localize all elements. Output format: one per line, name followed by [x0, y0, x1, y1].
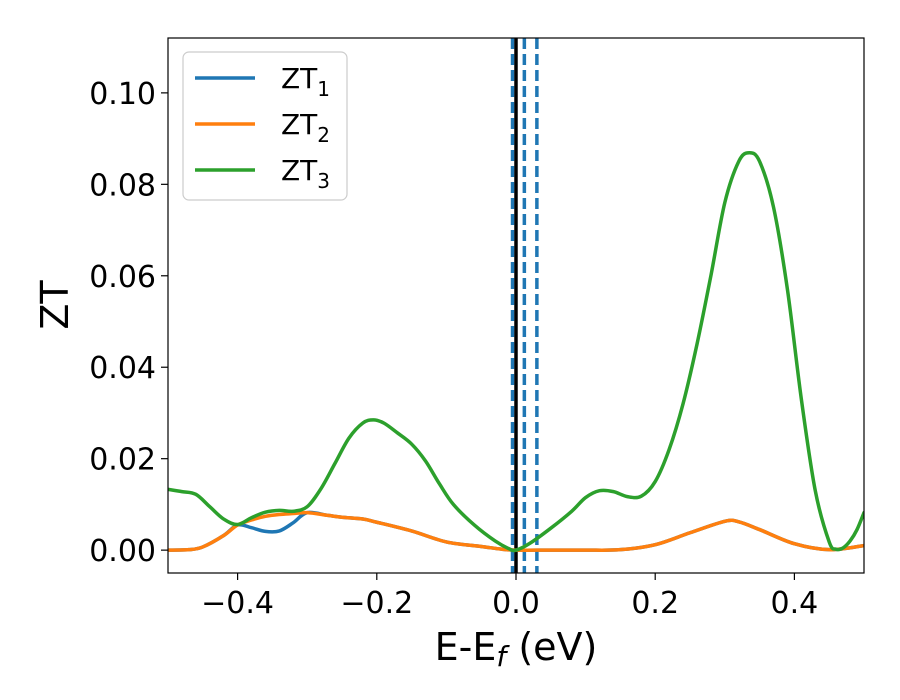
x-tick-label: 0.2 [631, 586, 679, 621]
x-tick-label: 0.0 [492, 586, 540, 621]
legend-box [182, 51, 348, 201]
y-tick-label: 0.04 [89, 351, 156, 386]
series-lines [168, 151, 864, 553]
legend-label-zt3: ZT3 [281, 154, 330, 193]
y-tick-label: 0.06 [89, 260, 156, 295]
x-tick-label: 0.4 [771, 586, 819, 621]
series-line-zt3 [168, 151, 864, 553]
y-axis-ticks: 0.00 0.02 0.04 0.06 0.08 0.10 [89, 77, 168, 569]
x-tick-label: −0.4 [201, 586, 274, 621]
y-axis-label: ZT [33, 280, 77, 330]
legend: ZT1 ZT2 ZT3 [182, 51, 348, 201]
legend-label-zt1: ZT1 [281, 62, 330, 101]
y-tick-label: 0.00 [89, 534, 156, 569]
x-tick-label: −0.2 [340, 586, 413, 621]
vertical-lines [510, 38, 539, 573]
legend-label-zt2: ZT2 [281, 108, 330, 147]
x-axis-label: E-Ef (eV) [435, 625, 598, 673]
series-line-zt2 [168, 510, 864, 552]
y-tick-label: 0.02 [89, 443, 156, 478]
x-axis-ticks: −0.4 −0.2 0.0 0.2 0.4 [201, 573, 818, 621]
y-tick-label: 0.08 [89, 168, 156, 203]
y-tick-label: 0.10 [89, 77, 156, 112]
x-axis-label-unit: (eV) [506, 625, 597, 669]
